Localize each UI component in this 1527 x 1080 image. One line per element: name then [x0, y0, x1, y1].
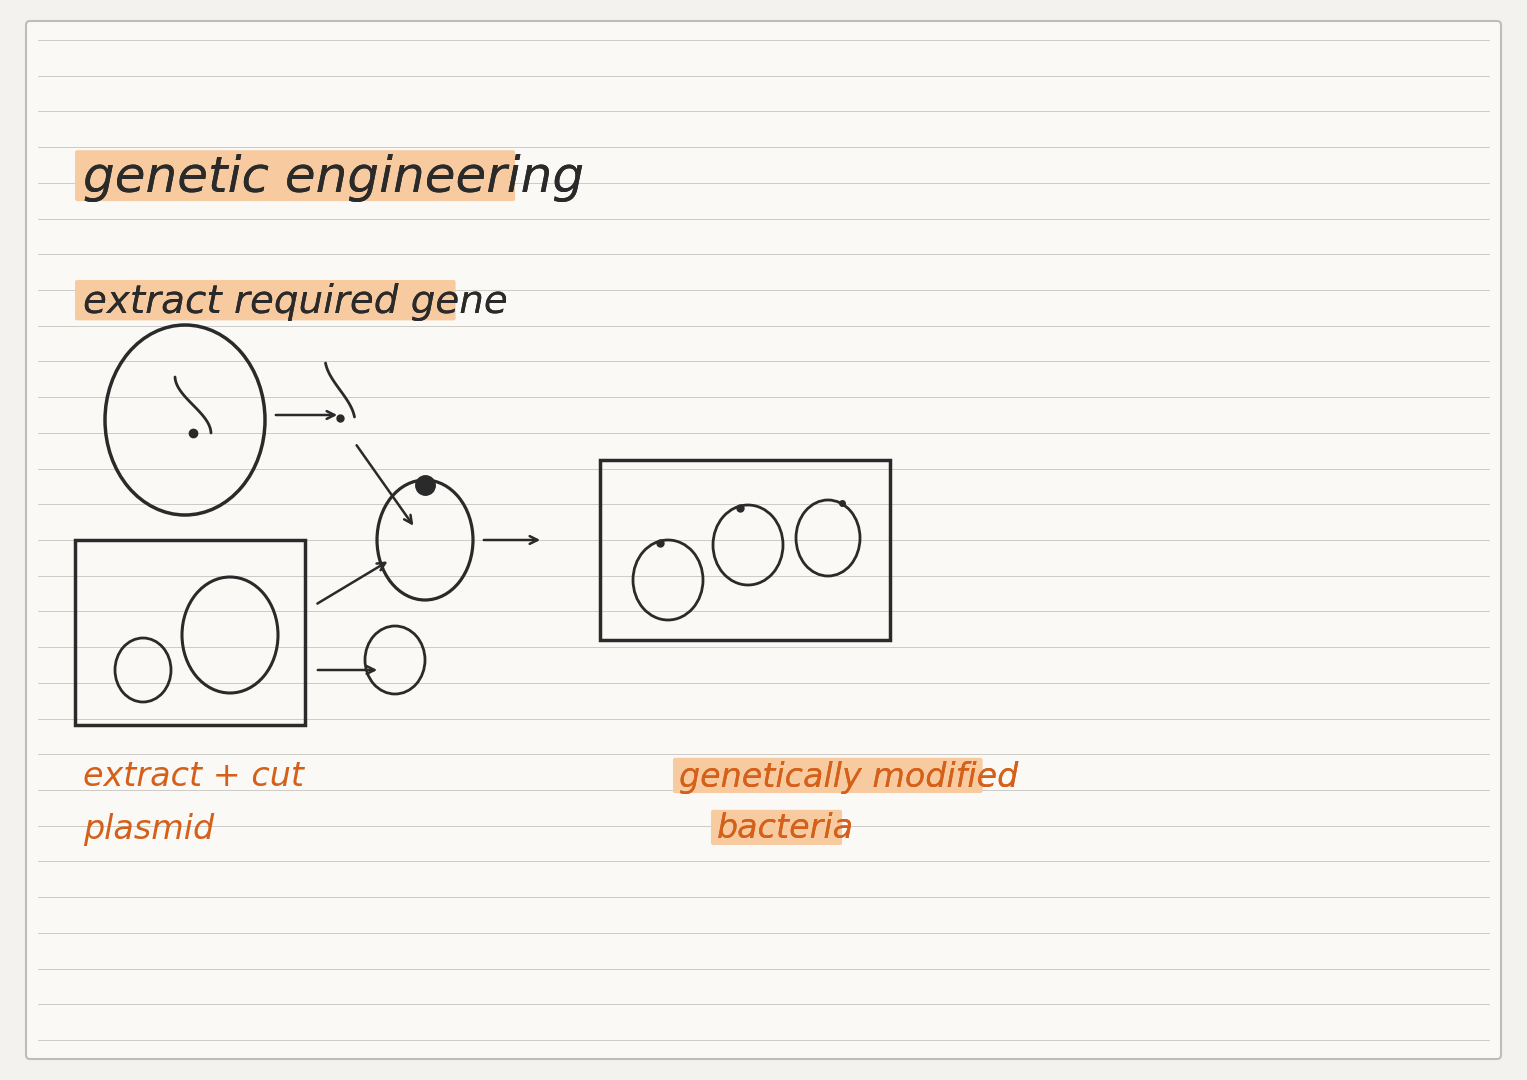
Text: plasmid: plasmid: [82, 812, 214, 846]
Text: genetic engineering: genetic engineering: [82, 154, 585, 202]
Text: genetic engineering: genetic engineering: [82, 154, 585, 202]
Text: bacteria: bacteria: [718, 812, 854, 846]
Text: bacteria: bacteria: [718, 812, 854, 846]
Text: genetically modified: genetically modified: [680, 760, 1019, 794]
Text: extract required gene: extract required gene: [82, 283, 508, 321]
Text: extract + cut: extract + cut: [82, 760, 304, 794]
FancyBboxPatch shape: [75, 280, 455, 321]
FancyBboxPatch shape: [75, 150, 515, 201]
Text: extract required gene: extract required gene: [82, 283, 508, 321]
FancyBboxPatch shape: [673, 758, 982, 793]
FancyBboxPatch shape: [26, 21, 1501, 1059]
Bar: [600, 460, 890, 640]
Bar: [75, 540, 305, 725]
Text: genetically modified: genetically modified: [680, 760, 1019, 794]
FancyBboxPatch shape: [712, 810, 841, 845]
